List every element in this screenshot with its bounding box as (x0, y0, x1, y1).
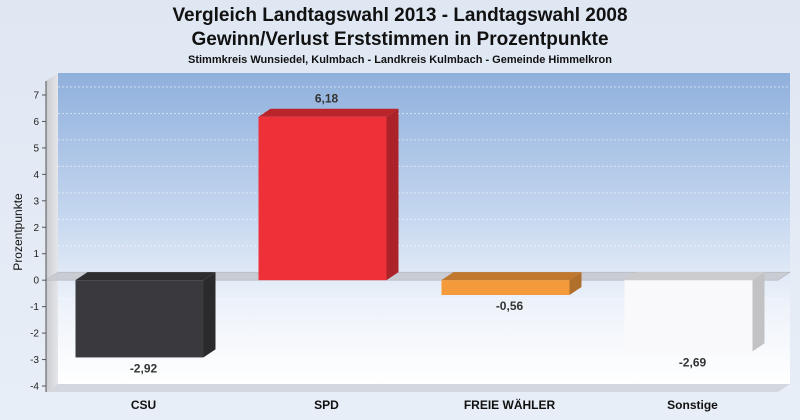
plot-floor (46, 384, 790, 392)
y-tick-label: 7 (33, 91, 39, 102)
bar-side (203, 272, 216, 358)
y-axis: 7 6 5 4 3 2 1 0 -1 -2 -3 -4 (30, 81, 47, 393)
bar-top (75, 272, 216, 281)
data-label: -0,56 (496, 299, 524, 313)
data-label: -2,69 (679, 355, 707, 369)
y-tick-label: -3 (30, 355, 39, 366)
data-labels: -2,92 6,18 -0,56 -2,69 (130, 92, 707, 376)
bar-top (624, 272, 765, 281)
y-tick-label: -1 (30, 302, 39, 313)
bar-top (441, 272, 582, 281)
y-tick-label: 0 (33, 276, 39, 287)
bar-sonstige (624, 272, 765, 352)
x-tick-label: FREIE WÄHLER (464, 397, 556, 412)
y-tick-label: -2 (30, 329, 39, 340)
plot-side-wall (46, 73, 58, 392)
bar-top (258, 108, 399, 117)
y-tick-label: 2 (33, 223, 39, 234)
y-axis-label: Prozentpunkte (11, 193, 25, 271)
data-label: 6,18 (315, 92, 339, 106)
y-tick-label: 3 (33, 196, 39, 207)
bar-side (386, 108, 399, 281)
bar-side (752, 272, 765, 352)
chart-title-line2: Gewinn/Verlust Erststimmen in Prozentpun… (191, 29, 609, 50)
bar-spd (258, 108, 399, 281)
bar-side (569, 272, 582, 295)
bar-freie-w-hler (441, 272, 582, 295)
chart-title: Vergleich Landtagswahl 2013 - Landtagswa… (172, 5, 628, 26)
bar-front (441, 280, 570, 295)
chart-subtitle: Stimmkreis Wunsiedel, Kulmbach - Landkre… (187, 54, 612, 66)
y-tick-label: 6 (33, 117, 39, 128)
x-tick-label: Sonstige (667, 398, 718, 412)
x-tick-label: CSU (131, 398, 156, 412)
x-tick-label: SPD (314, 398, 339, 412)
bar-csu (75, 272, 216, 358)
bar-front (258, 116, 387, 281)
bar-front (624, 280, 753, 352)
y-tick-label: -4 (30, 382, 39, 393)
y-tick-label: 4 (33, 170, 39, 181)
x-axis: CSU SPD FREIE WÄHLER Sonstige (131, 397, 718, 412)
data-label: -2,92 (130, 361, 158, 375)
bar-front (75, 280, 204, 358)
bars (75, 108, 765, 358)
y-tick-label: 5 (33, 143, 39, 154)
y-tick-label: 1 (33, 249, 39, 260)
